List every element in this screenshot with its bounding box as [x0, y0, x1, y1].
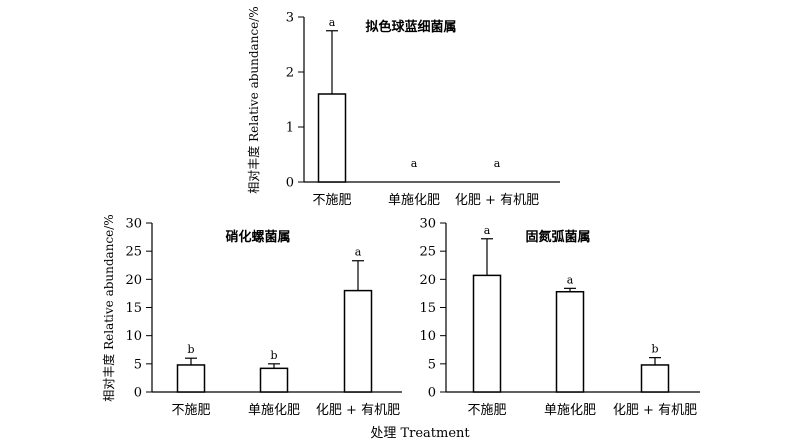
panel3-significance-label: a: [484, 224, 491, 237]
panel2-category-label: 单施化肥: [248, 403, 300, 418]
panel1-y-tick-label: 1: [286, 121, 294, 136]
x-axis-label: 处理 Treatment: [370, 426, 470, 441]
panel2-y-tick-label: 5: [134, 357, 142, 372]
panel1-y-tick-label: 0: [286, 176, 294, 191]
panel3-significance-label: a: [567, 273, 574, 286]
panel2-y-axis-label: 相对丰度 Relative abundance/%: [101, 214, 116, 401]
panel2-bar: [259, 367, 289, 393]
panel2-y-tick-label: 15: [125, 301, 142, 316]
panel3-bar: [555, 290, 585, 393]
panel3-y-tick-label: 15: [419, 301, 436, 316]
panel1-significance-label: a: [329, 16, 336, 29]
panel3-y-tick-label: 25: [419, 245, 436, 260]
panel3-significance-label: b: [651, 343, 658, 356]
panel2-y-tick-label: 10: [125, 329, 142, 344]
panel3-category-label: 不施肥: [467, 403, 506, 418]
panel2-bar: [176, 364, 206, 393]
panel1-bar: [317, 93, 347, 183]
panel2-title: 硝化螺菌属: [225, 229, 290, 245]
panel1-y-axis-label: 相对丰度 Relative abundance/%: [246, 6, 261, 193]
panel1-category-label: 不施肥: [312, 193, 351, 208]
panel1-title: 拟色球蓝细菌属: [365, 19, 456, 35]
panel1-significance-label: a: [494, 157, 501, 170]
panel2-y-tick-label: 20: [125, 273, 142, 288]
panel2-significance-label: b: [270, 349, 277, 362]
panel2-category-label: 化肥 + 有机肥: [316, 403, 400, 418]
panel3-y-tick-label: 20: [419, 273, 436, 288]
panel3-bar: [640, 364, 670, 393]
panel2-significance-label: b: [187, 343, 194, 356]
panel2-category-label: 不施肥: [171, 403, 210, 418]
panel1-y-tick-label: 2: [286, 66, 294, 81]
panel3-y-tick-label: 0: [428, 386, 436, 401]
panel3-bar: [472, 274, 502, 393]
panel3-y-tick-label: 10: [419, 329, 436, 344]
panel3-y-tick-label: 5: [428, 357, 436, 372]
panel2-y-tick-label: 0: [134, 386, 142, 401]
panel3-category-label: 化肥 + 有机肥: [613, 403, 697, 418]
panel2-y-tick-label: 30: [125, 217, 142, 232]
panel1-category-label: 单施化肥: [388, 193, 440, 208]
panel2-bar: [343, 289, 373, 393]
panel2-y-tick-label: 25: [125, 245, 142, 260]
panel3-category-label: 单施化肥: [544, 403, 596, 418]
panel1-y-tick-label: 3: [286, 11, 294, 26]
panel1-significance-label: a: [411, 157, 418, 170]
panel1-category-label: 化肥 + 有机肥: [455, 193, 539, 208]
panel3-title: 固氮弧菌属: [525, 229, 590, 245]
panel3-y-tick-label: 30: [419, 217, 436, 232]
panel2-significance-label: a: [355, 246, 362, 259]
